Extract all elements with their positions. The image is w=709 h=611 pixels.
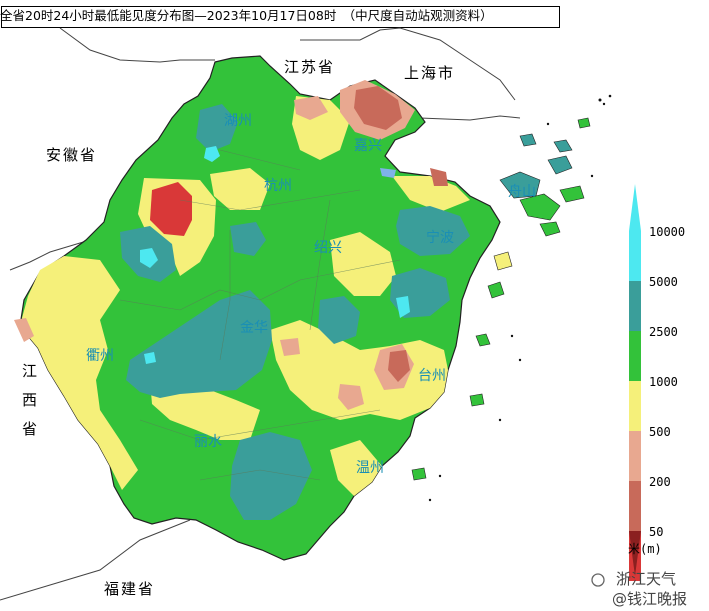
legend-label-1: 5000: [649, 275, 678, 289]
city-label-shaoxing: 绍兴: [314, 240, 342, 256]
province-label-jiangsu: 江苏省: [284, 58, 335, 76]
legend-unit: 米(m): [628, 542, 662, 556]
small-islets: [428, 94, 612, 502]
province-label-anhui: 安徽省: [46, 146, 97, 164]
islands: [411, 117, 591, 481]
city-label-hangzhou: 杭州: [264, 178, 292, 194]
legend-swatch-3: [629, 381, 641, 431]
legend-label-6: 50: [649, 525, 663, 539]
province-label-shanghai: 上海市: [404, 64, 455, 82]
province-labels: 江苏省 上海市 安徽省 江 西 省 福建省: [22, 58, 455, 598]
legend-swatch-5: [629, 481, 641, 531]
legend-arrow-top: [629, 184, 641, 231]
city-label-zhoushan: 舟山: [508, 184, 536, 200]
legend: 10000 5000 2500 1000 500 200 50 米(m): [628, 184, 685, 581]
city-label-ningbo: 宁波: [426, 229, 454, 246]
province-label-fujian: 福建省: [104, 580, 155, 598]
watermark-line2: @钱江晚报: [612, 590, 687, 608]
legend-label-2: 2500: [649, 325, 678, 339]
legend-swatch-2: [629, 331, 641, 381]
map-title: 全省20时24小时最低能见度分布图—2023年10月17日08时 （中尺度自动站…: [0, 8, 493, 23]
county-borders: [119, 149, 401, 481]
legend-swatch-4: [629, 431, 641, 481]
city-label-quzhou: 衢州: [86, 347, 114, 364]
legend-label-5: 200: [649, 475, 671, 489]
province-label-jiangxi-2: 西: [22, 391, 39, 409]
province-label-jiangxi-3: 省: [22, 420, 39, 438]
red-zone: [150, 182, 192, 236]
province-label-jiangxi-1: 江: [22, 362, 39, 380]
legend-label-0: 10000: [649, 225, 685, 239]
legend-arrow-bottom: [629, 531, 641, 576]
watermark-line1: 浙江天气: [616, 570, 676, 588]
city-labels: 湖州 嘉兴 杭州 舟山 宁波 绍兴 金华 衢州 台州 丽水 温州: [86, 113, 536, 476]
city-label-huzhou: 湖州: [224, 113, 252, 129]
city-label-jiaxing: 嘉兴: [354, 138, 382, 154]
title-frame: [1, 6, 560, 28]
bay-water: [380, 168, 396, 178]
brown-zones: [354, 86, 448, 382]
province-borders: [0, 27, 521, 601]
weibo-icon: [591, 573, 605, 587]
legend-label-4: 500: [649, 425, 671, 439]
city-label-wenzhou: 温州: [356, 460, 384, 476]
watermark: 浙江天气 @钱江晚报: [591, 570, 687, 608]
legend-label-3: 1000: [649, 375, 678, 389]
teal-zones: [120, 104, 470, 520]
legend-bars: [629, 231, 641, 581]
cyan-spots: [140, 146, 410, 364]
legend-labels: 10000 5000 2500 1000 500 200 50: [649, 225, 685, 539]
city-label-jinhua: 金华: [240, 320, 268, 336]
city-label-lishui: 丽水: [194, 434, 222, 450]
legend-swatch-0: [629, 231, 641, 281]
legend-swatch-1: [629, 281, 641, 331]
city-label-taizhou: 台州: [418, 368, 446, 384]
